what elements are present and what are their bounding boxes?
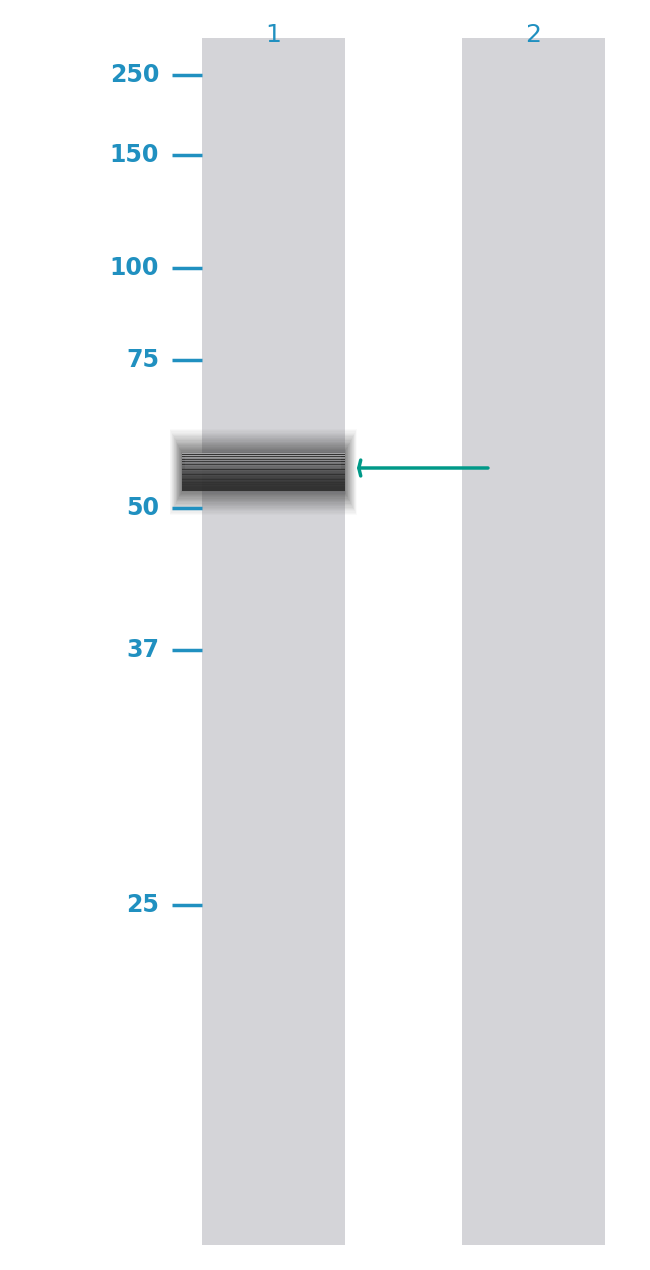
Bar (172, 434, 354, 511)
Text: 37: 37 (126, 638, 159, 662)
Bar (462, 38, 604, 1245)
Bar (176, 441, 351, 504)
Bar (182, 453, 344, 491)
Bar (174, 438, 352, 507)
Bar (179, 447, 348, 498)
Bar (175, 439, 352, 505)
Text: 75: 75 (126, 348, 159, 372)
Bar (178, 446, 348, 499)
Bar (176, 442, 350, 503)
Text: 250: 250 (110, 64, 159, 88)
Bar (181, 452, 345, 493)
Bar (181, 451, 346, 494)
Bar (180, 450, 346, 495)
Bar (170, 429, 357, 516)
Bar (182, 453, 344, 491)
Bar (179, 448, 347, 497)
Text: 100: 100 (110, 257, 159, 279)
Bar (171, 432, 356, 513)
Text: 1: 1 (265, 23, 281, 47)
Bar (170, 431, 356, 514)
Text: 25: 25 (126, 893, 159, 917)
Bar (172, 433, 355, 512)
Text: 50: 50 (126, 497, 159, 519)
Bar (185, 456, 341, 469)
Bar (202, 38, 344, 1245)
Bar (177, 443, 350, 502)
Bar (173, 436, 354, 509)
Text: 150: 150 (110, 144, 159, 166)
Bar (177, 444, 349, 500)
Bar (174, 437, 353, 508)
Text: 2: 2 (525, 23, 541, 47)
